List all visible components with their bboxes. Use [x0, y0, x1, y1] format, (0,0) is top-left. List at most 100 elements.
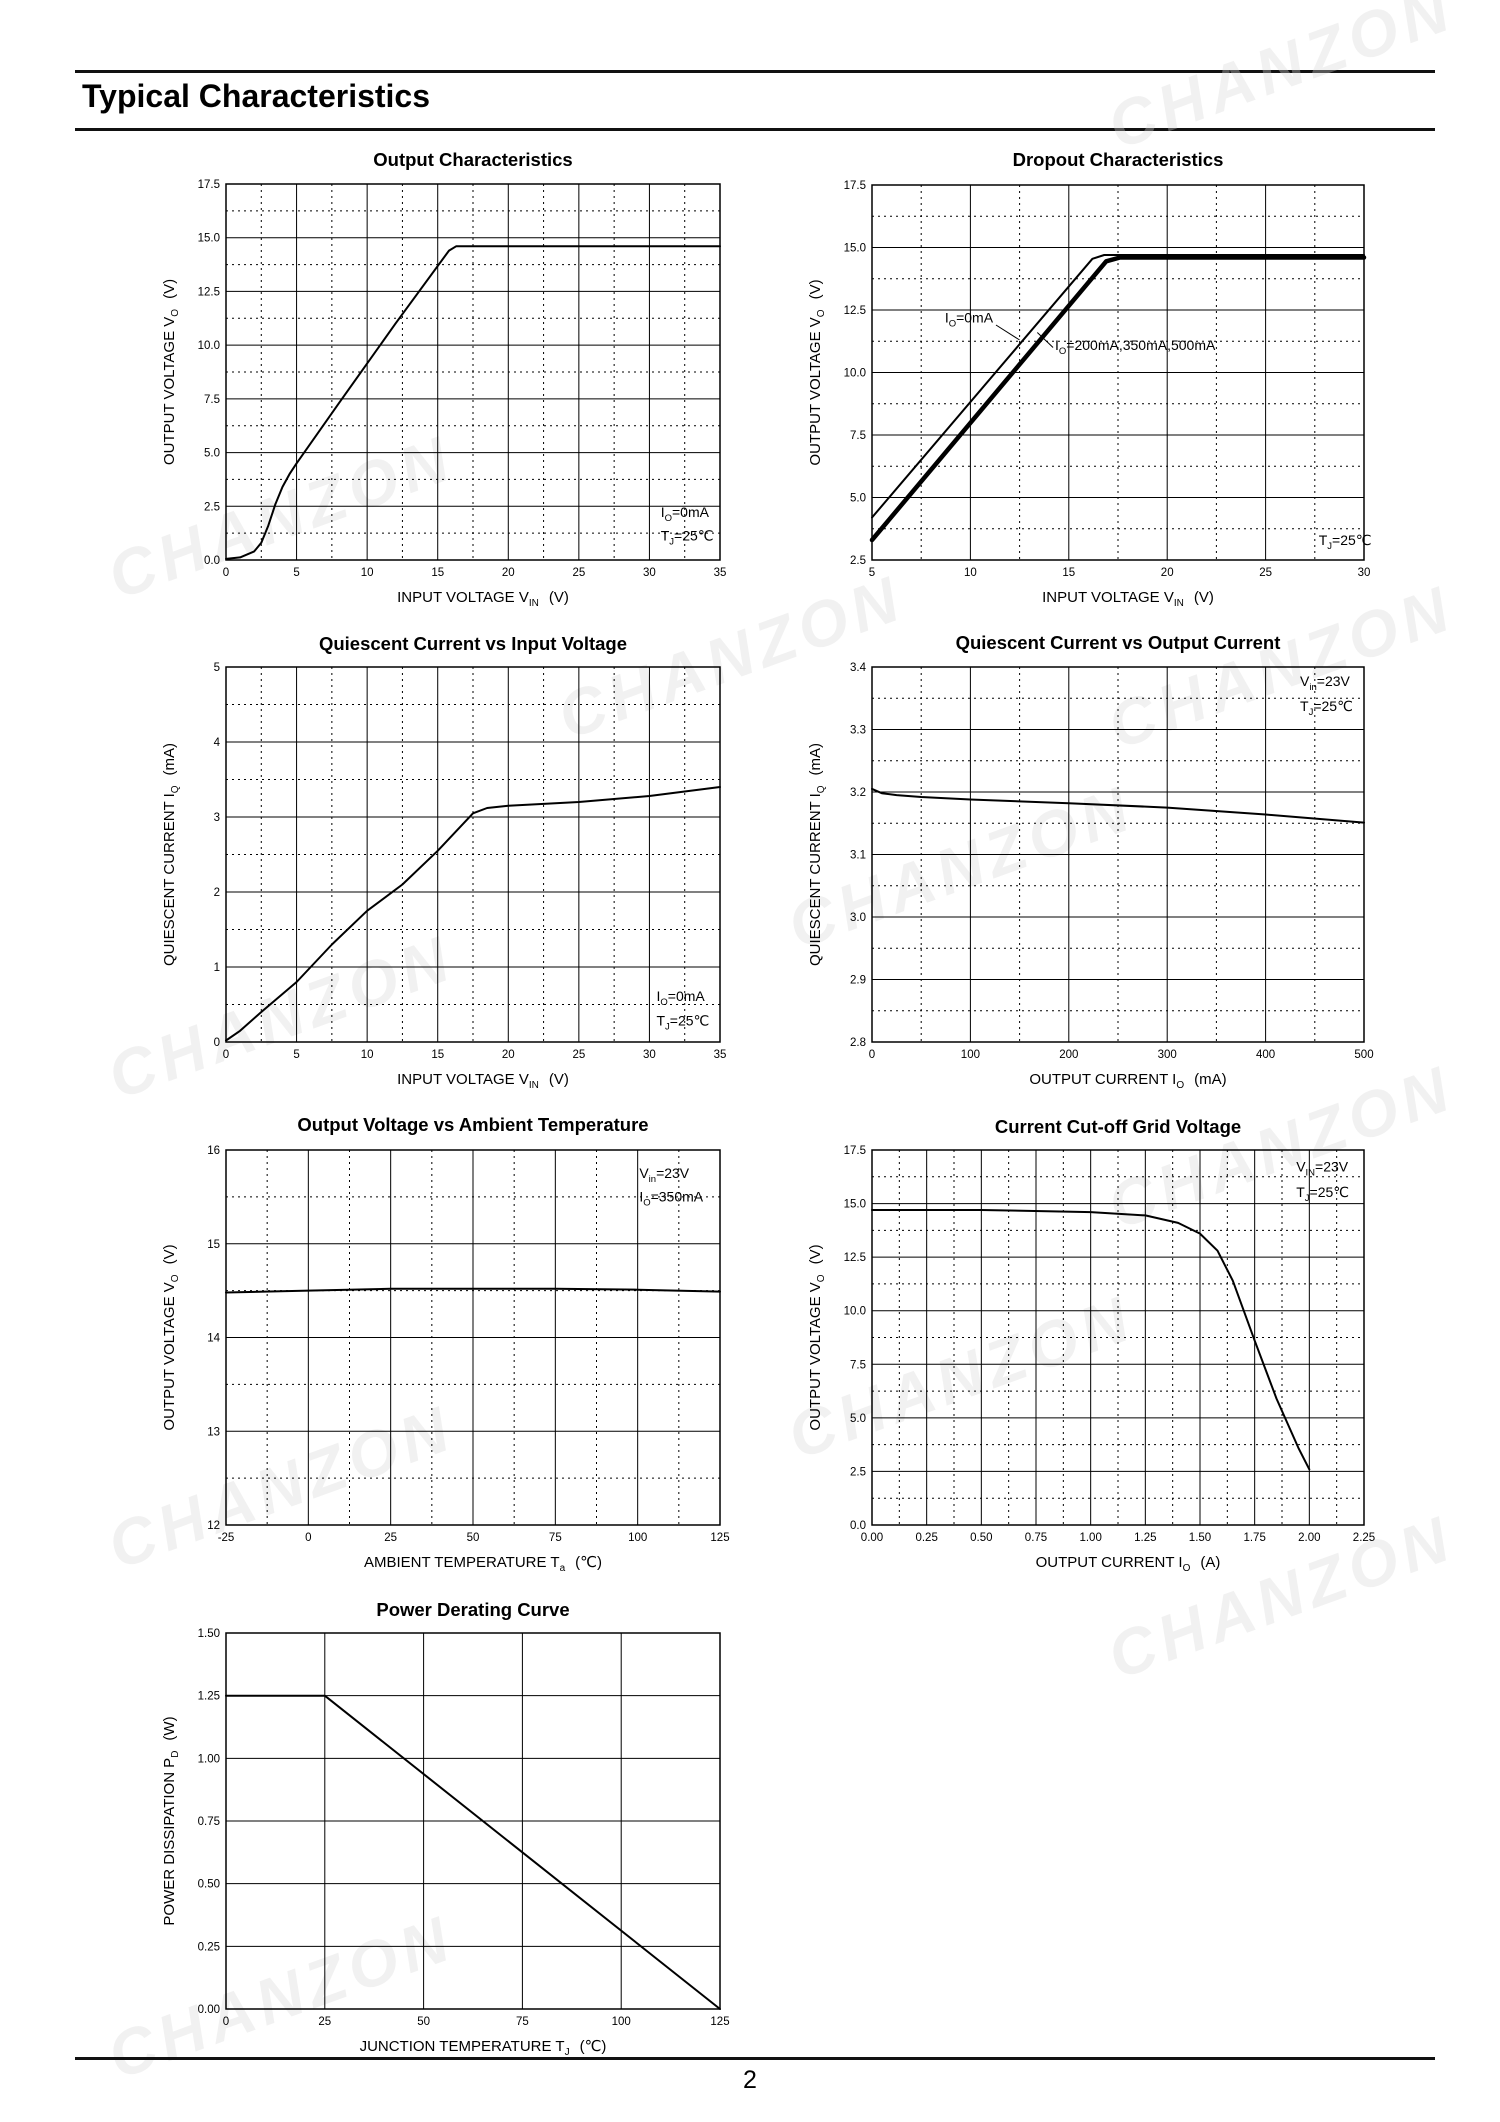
- x-tick-label: 30: [643, 1049, 656, 1061]
- x-tick-label: 10: [361, 1049, 374, 1061]
- chart-annotation: TJ=25℃: [1296, 1184, 1349, 1204]
- grid: [872, 185, 1364, 560]
- page-number: 2: [743, 2066, 757, 2094]
- x-axis-symbol: V: [1164, 589, 1174, 606]
- chart-annotation: IO=200mA,350mA,500mA: [1055, 337, 1216, 357]
- x-tick-label: 35: [714, 567, 727, 579]
- annotation-part: in: [1309, 682, 1316, 693]
- x-tick-label: 75: [516, 2016, 529, 2028]
- y-axis-label: OUTPUT VOLTAGE VO (V): [161, 279, 181, 465]
- y-tick-label: 2.9: [850, 975, 866, 987]
- annotation-part: O: [643, 1198, 650, 1209]
- annotation-part: J: [665, 1022, 670, 1033]
- x-tick-label: 10: [361, 567, 374, 579]
- x-tick-label: 15: [431, 1049, 444, 1061]
- annotation-part: I: [656, 988, 660, 1004]
- series-line: [869, 255, 1367, 543]
- chart-svg: Power Derating Curve 0 25 50 75 100 125 0.00 0.2…: [161, 1599, 730, 2058]
- current-cutoff-chart: Current Cut-off Grid Voltage 0.00 0.25 0.50…: [792, 1105, 1424, 1595]
- y-tick-label: 12.5: [844, 1252, 866, 1264]
- y-axis-label-text: POWER DISSIPATION: [161, 1768, 178, 1926]
- x-axis-label: AMBIENT TEMPERATURE Ta (℃): [364, 1554, 602, 1574]
- y-tick-label: 0.25: [198, 1941, 220, 1953]
- bottom-rule: [75, 2057, 1435, 2060]
- quiescent-vs-input-chart: Quiescent Current vs Input Voltage 0 5 10 15…: [146, 622, 780, 1112]
- annotation-part: I: [1055, 337, 1059, 353]
- x-tick-label: 5: [293, 567, 299, 579]
- y-tick-label: 3.1: [850, 850, 866, 862]
- grid: [226, 667, 720, 1042]
- y-axis-unit: (W): [161, 1716, 178, 1740]
- annotation-part: IN: [1306, 1167, 1316, 1178]
- title-rule: [75, 128, 1435, 131]
- annotation-part: =23V: [1317, 673, 1351, 689]
- y-tick-label: 3.0: [850, 912, 866, 924]
- annotation-part: =25℃: [674, 528, 713, 544]
- annotation-part: V: [639, 1165, 649, 1181]
- x-tick-label: 1.25: [1134, 1532, 1156, 1544]
- x-tick-label: 100: [961, 1049, 980, 1061]
- x-axis-label: JUNCTION TEMPERATURE TJ (℃): [360, 2038, 607, 2058]
- y-tick-label: 1: [214, 962, 220, 974]
- y-tick-label: 12.5: [844, 305, 866, 317]
- y-tick-label: 12.5: [198, 286, 220, 298]
- x-tick-label: 25: [572, 567, 585, 579]
- annotation-part: O: [660, 997, 667, 1008]
- y-tick-label: 7.5: [850, 430, 866, 442]
- y-axis-label-text: OUTPUT VOLTAGE: [161, 327, 178, 465]
- chart-annotation: VIN=23V: [1296, 1158, 1349, 1178]
- x-axis-unit: (V): [549, 1071, 569, 1088]
- y-tick-label: 17.5: [844, 1145, 866, 1157]
- x-tick-label: 25: [572, 1049, 585, 1061]
- y-tick-label: 1.00: [198, 1753, 220, 1765]
- annotation-part: O: [1059, 346, 1066, 357]
- plot-frame: [871, 184, 1365, 561]
- x-tick-label: 15: [431, 567, 444, 579]
- y-tick-label: 2.5: [850, 555, 866, 567]
- series-line: [225, 786, 721, 1042]
- x-axis-symbol: V: [519, 589, 529, 606]
- chart-svg: Output Characteristics 0 5 10 15 20 25 30 35 0.0 2…: [161, 149, 727, 609]
- x-tick-label: 1.50: [1189, 1532, 1211, 1544]
- x-axis-symbol: I: [1172, 1071, 1176, 1088]
- y-axis-symbol: I: [807, 793, 824, 797]
- annotation-part: J: [1327, 541, 1332, 552]
- chart-title: Power Derating Curve: [376, 1599, 569, 1620]
- grid: [226, 1633, 720, 2009]
- x-tick-label: 20: [1161, 567, 1174, 579]
- y-tick-label: 5.0: [850, 1413, 866, 1425]
- x-tick-label: 100: [628, 1532, 647, 1544]
- x-tick-label: 5: [869, 567, 875, 579]
- output-vs-temperature-chart: Output Voltage vs Ambient Temperature -25…: [146, 1103, 780, 1595]
- y-tick-label: 15.0: [844, 243, 866, 255]
- power-derating-chart: Power Derating Curve 0 25 50 75 100 125 0.00 0.2…: [146, 1588, 780, 2079]
- annotation-part: =0mA: [668, 988, 706, 1004]
- chart-annotation: IO=0mA: [945, 310, 994, 330]
- x-tick-label: 0.00: [861, 1532, 883, 1544]
- y-tick-label: 7.5: [850, 1359, 866, 1371]
- x-axis-label: OUTPUT CURRENT IO (mA): [1029, 1071, 1226, 1091]
- annotation-part: =25℃: [1332, 532, 1371, 548]
- y-tick-label: 0.00: [198, 2004, 220, 2016]
- chart-annotation: TJ=25℃: [656, 1013, 709, 1033]
- y-tick-label: 0.75: [198, 1816, 220, 1828]
- y-tick-label: 2: [214, 887, 220, 899]
- y-axis-label-text: QUIESCENT CURRENT: [807, 797, 824, 966]
- x-axis-subscript: IN: [529, 1080, 539, 1091]
- x-tick-label: 25: [1259, 567, 1272, 579]
- y-tick-label: 0: [214, 1037, 220, 1049]
- x-tick-label: 0.25: [915, 1532, 937, 1544]
- y-tick-label: 2.5: [204, 501, 220, 513]
- x-tick-label: 0: [305, 1532, 311, 1544]
- y-tick-label: 5.0: [850, 493, 866, 505]
- chart-svg: Dropout Characteristics 5 10 15 20 25 30 2.5 5.0…: [807, 149, 1372, 609]
- chart-annotation: IO=0mA: [656, 988, 705, 1008]
- annotation-leader: [1036, 332, 1054, 348]
- annotation-part: T: [1300, 698, 1309, 714]
- x-tick-label: 400: [1256, 1049, 1275, 1061]
- x-tick-label: 0.50: [970, 1532, 992, 1544]
- x-tick-label: 20: [502, 1049, 515, 1061]
- x-axis-label-text: JUNCTION TEMPERATURE: [360, 2038, 556, 2055]
- y-axis-label-text: QUIESCENT CURRENT: [161, 797, 178, 966]
